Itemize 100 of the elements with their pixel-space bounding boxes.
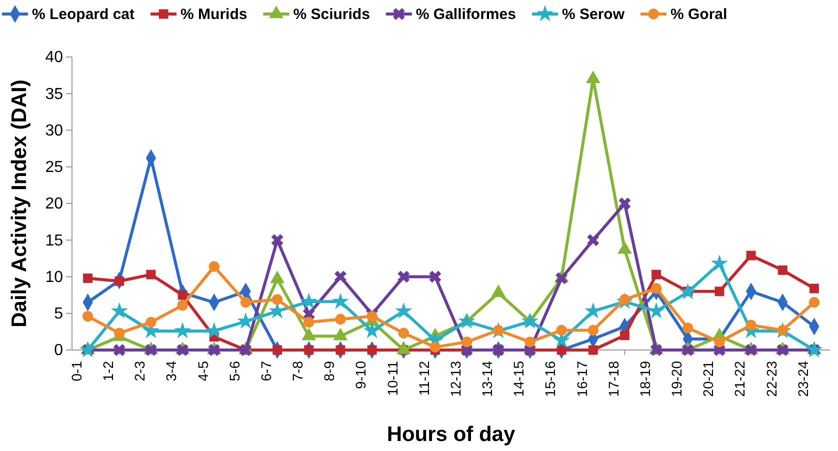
y-tick-label: 20	[45, 196, 64, 213]
x-tick-label: 9-10	[352, 360, 369, 390]
x-tick-label: 12-13	[447, 360, 464, 397]
point	[620, 330, 630, 340]
point	[808, 297, 820, 308]
y-tick-label: 30	[45, 122, 64, 140]
point	[809, 284, 819, 294]
point	[334, 270, 346, 283]
point	[176, 344, 189, 356]
point	[556, 345, 566, 355]
point	[714, 336, 725, 348]
point	[304, 345, 314, 355]
point	[113, 344, 126, 356]
x-tick-label: 8-9	[321, 360, 338, 382]
point	[271, 234, 284, 246]
point	[114, 276, 124, 286]
y-tick-label: 15	[45, 232, 64, 250]
legend-label: % Leopard cat	[32, 6, 135, 23]
point	[174, 322, 192, 338]
point	[240, 297, 252, 308]
x-tick-label: 14-15	[510, 360, 527, 397]
point	[521, 312, 538, 329]
x-tick-label: 10-11	[384, 360, 400, 396]
y-tick-label: 10	[45, 268, 64, 286]
point	[650, 283, 662, 294]
point	[366, 310, 378, 322]
x-tick-label: 20-21	[700, 360, 716, 397]
x-tick-label: 2-3	[132, 360, 148, 382]
point	[806, 341, 823, 358]
x-tick-label: 21-22	[732, 360, 748, 397]
point	[395, 302, 412, 318]
point	[300, 292, 318, 309]
point	[398, 270, 410, 283]
point	[114, 328, 125, 338]
x-tick-label: 17-18	[605, 360, 622, 397]
point	[714, 286, 724, 296]
point	[304, 316, 314, 328]
x-tick-label: 22-23	[763, 360, 780, 397]
point	[650, 344, 662, 356]
point	[461, 336, 472, 348]
y-tick-label: 5	[54, 305, 64, 322]
point	[679, 283, 696, 300]
point	[272, 294, 283, 305]
x-tick-label: 11-12	[416, 360, 432, 396]
point	[710, 254, 728, 271]
legend-label: % Sciurids	[293, 6, 370, 23]
point	[429, 270, 442, 283]
point	[335, 314, 346, 325]
y-axis-title: Daily Activity Index (DAI)	[8, 80, 31, 328]
point	[146, 316, 156, 328]
point	[144, 344, 157, 356]
point	[556, 272, 568, 284]
point	[746, 320, 756, 330]
point	[493, 324, 504, 336]
x-tick-label: 0-1	[68, 360, 84, 382]
point	[430, 342, 441, 352]
point	[272, 345, 282, 355]
x-tick-label: 19-20	[668, 360, 685, 397]
point	[177, 300, 188, 311]
point	[336, 345, 346, 355]
x-tick-label: 1-2	[100, 360, 116, 382]
y-tick-label: 40	[45, 49, 64, 66]
point	[652, 270, 662, 280]
point	[745, 344, 758, 356]
point	[332, 292, 349, 309]
point	[83, 273, 93, 283]
x-tick-label: 23-24	[794, 360, 811, 397]
legend-label: % Galliformes	[416, 6, 516, 23]
point	[778, 265, 788, 275]
point	[367, 345, 377, 355]
x-tick-label: 5-6	[226, 360, 242, 382]
x-axis-title: Hours of day	[386, 423, 516, 446]
point	[146, 270, 156, 280]
point	[398, 328, 409, 338]
point	[208, 261, 220, 272]
legend-label: % Murids	[180, 6, 248, 23]
point	[364, 322, 381, 338]
point	[524, 336, 536, 348]
point	[618, 198, 631, 210]
point	[208, 344, 220, 356]
x-tick-label: 3-4	[163, 360, 180, 382]
y-tick-label: 0	[54, 342, 64, 360]
x-tick-label: 16-17	[574, 360, 590, 397]
point	[588, 324, 598, 336]
legend-label: % Goral	[670, 6, 728, 23]
x-tick-label: 15-16	[542, 360, 558, 397]
y-tick-label: 35	[45, 86, 64, 103]
point	[587, 234, 600, 246]
point	[776, 344, 789, 356]
point	[746, 250, 756, 260]
point	[682, 322, 694, 334]
y-tick-label: 25	[45, 158, 64, 176]
x-tick-label: 18-19	[636, 360, 653, 397]
x-tick-label: 7-8	[290, 360, 306, 382]
x-tick-label: 6-7	[258, 360, 274, 382]
legend-label: % Serow	[562, 6, 625, 23]
point	[82, 310, 94, 322]
x-tick-label: 13-14	[479, 360, 496, 397]
point	[588, 345, 598, 355]
point	[458, 312, 476, 329]
